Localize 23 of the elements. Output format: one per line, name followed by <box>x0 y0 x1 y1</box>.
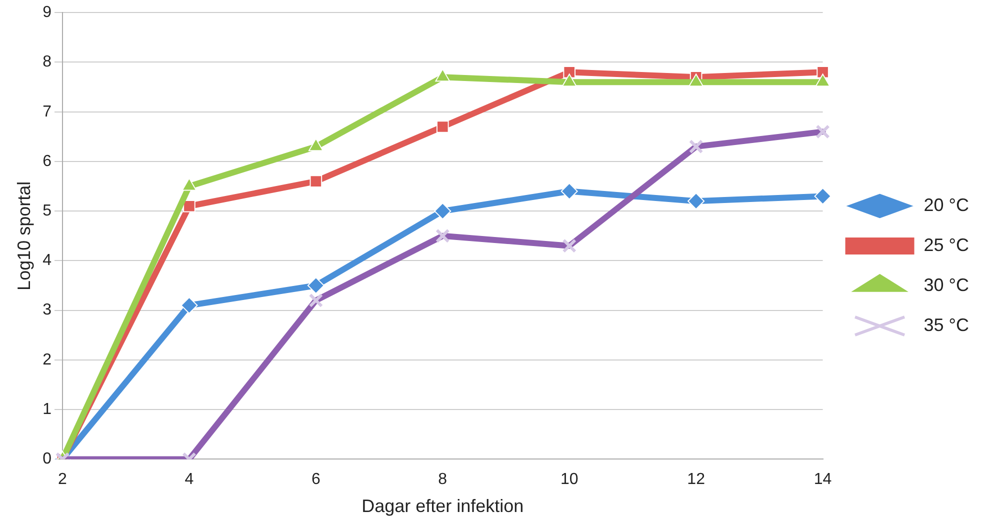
y-tick-label: 7 <box>42 103 52 120</box>
x-tick-label: 14 <box>814 471 832 488</box>
x-tick-label: 2 <box>58 471 68 488</box>
y-tick-label: 4 <box>42 252 52 270</box>
x-tick-label: 4 <box>184 471 194 488</box>
x-axis-title: Dagar efter infektion <box>362 496 524 516</box>
x-tick-label: 8 <box>438 471 448 488</box>
y-tick-label: 3 <box>42 302 52 319</box>
y-axis-title: Log10 sportal <box>14 181 34 290</box>
y-tick-label: 8 <box>42 54 52 71</box>
legend-label: 30 °C <box>924 274 970 295</box>
x-tick-label: 10 <box>560 471 578 488</box>
y-tick-label: 0 <box>42 450 52 468</box>
y-tick-label: 1 <box>42 400 52 418</box>
x-tick-label: 6 <box>311 471 320 488</box>
y-tick-label: 9 <box>42 4 52 22</box>
y-tick-label: 6 <box>42 152 52 170</box>
legend-label: 20 °C <box>924 194 970 215</box>
legend-label: 25 °C <box>924 234 970 255</box>
y-tick-label: 2 <box>42 351 52 368</box>
legend-label: 35 °C <box>924 314 970 335</box>
x-tick-label: 12 <box>687 471 706 488</box>
y-tick-label: 5 <box>42 202 52 220</box>
